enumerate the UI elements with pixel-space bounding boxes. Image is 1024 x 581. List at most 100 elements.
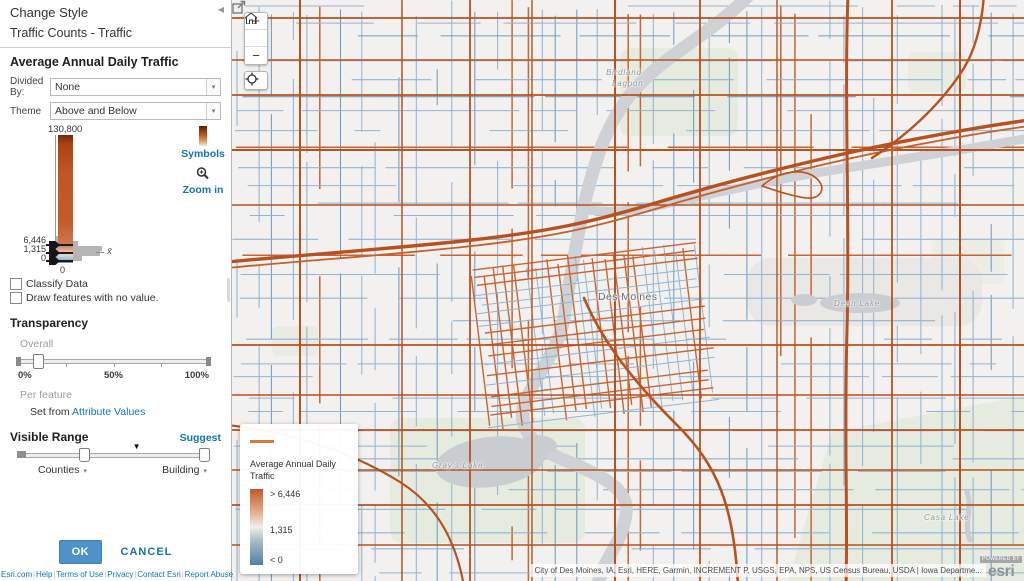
set-from-text: Set from [30, 406, 70, 418]
locate-button[interactable] [244, 71, 268, 90]
range-max-handle[interactable] [199, 448, 210, 462]
theme-row: Theme Above and Below ▾ [10, 102, 221, 120]
theme-value: Above and Below [55, 105, 137, 117]
visible-range-title: Visible Range [10, 430, 89, 444]
legend-mid-label: 1,315 [270, 525, 293, 536]
range-min-handle[interactable] [79, 448, 91, 462]
range-track[interactable] [18, 453, 209, 458]
chevron-down-icon[interactable]: ▾ [206, 103, 220, 119]
visible-range-header: Visible Range Suggest [10, 430, 221, 444]
layer-name: Traffic Counts - Traffic [10, 26, 133, 40]
legend-max-label: > 6,446 [270, 489, 301, 500]
map-zoom-controls: + − [244, 12, 268, 65]
ok-button[interactable]: OK [58, 540, 103, 564]
slider-left-cap [16, 357, 21, 366]
histogram-distribution-bar [56, 246, 102, 251]
per-feature-label: Per feature [20, 389, 72, 401]
mean-marker [96, 252, 104, 253]
histogram-distribution-bar [56, 251, 100, 256]
chevron-down-icon[interactable]: ▾ [206, 79, 220, 95]
set-from-row: Set from Attribute Values [30, 406, 221, 418]
visible-range-dropdowns: Counties ▾ Building ▾ [38, 464, 207, 476]
lower-break-value: 0 [40, 253, 46, 263]
esri-logo: POWERED BY esri [980, 556, 1022, 580]
lower-break-handle[interactable] [49, 257, 60, 265]
panel-title: Change Style [10, 5, 89, 20]
slider-tick [113, 364, 115, 367]
street-map-canvas[interactable] [232, 0, 1024, 581]
upper-break-value: 6,446 [23, 235, 46, 245]
divided-by-label: Divided By: [10, 76, 44, 98]
footer-link-help[interactable]: Help [35, 570, 53, 579]
panel-actions: OK CANCEL [0, 540, 231, 564]
tick-0: 0% [18, 370, 32, 381]
cancel-button[interactable]: CANCEL [120, 546, 173, 558]
current-scale-marker-icon: ▼ [132, 442, 141, 451]
symbols-ramp-icon[interactable] [199, 126, 207, 146]
transparency-title: Transparency [10, 316, 89, 330]
tick-50: 50% [103, 370, 124, 381]
axis-min-label: 0 [60, 265, 66, 275]
histogram-max-value: 130,800 [48, 124, 83, 135]
map-legend-card: Average Annual Daily Traffic > 6,446 1,3… [240, 424, 358, 574]
checkbox-icon[interactable] [10, 278, 22, 290]
map-viewport[interactable]: Des Moines Birdland Lagoon Dean Lake Gray's … [232, 0, 1024, 581]
histogram-widget: 130,800 6,446 1,315 0 x̄ 0 Symbols [0, 124, 231, 276]
theme-select[interactable]: Above and Below ▾ [50, 102, 221, 120]
footer-link-privacy[interactable]: Privacy [107, 570, 134, 579]
attribute-values-link[interactable]: Attribute Values [72, 406, 146, 418]
histogram-side-links: Symbols Zoom in [180, 126, 226, 196]
magnifier-icon[interactable] [195, 166, 211, 182]
upper-break-handle[interactable] [49, 241, 60, 249]
home-button[interactable] [245, 13, 267, 47]
visible-range-slider[interactable]: ▼ [17, 442, 210, 462]
overall-transparency-slider[interactable] [16, 353, 211, 369]
panel-scrollbar[interactable] [227, 278, 230, 302]
map-attribution: City of Des Moines, IA, Esri, HERE, Garm… [530, 564, 986, 577]
histogram-axis [55, 135, 56, 263]
symbols-link[interactable]: Symbols [181, 148, 225, 160]
color-ramp-bar [58, 135, 73, 263]
slider-right-cap [206, 357, 211, 366]
mid-break-handle[interactable] [49, 249, 60, 257]
legend-ramp-labels: > 6,446 1,315 < 0 [270, 489, 348, 565]
footer-link-abuse[interactable]: Report Abuse [184, 570, 234, 579]
range-max-dropdown[interactable]: Building ▾ [162, 464, 207, 476]
range-left-cap [17, 451, 26, 458]
footer-link-terms[interactable]: Terms of Use [56, 570, 104, 579]
footer-link-contact[interactable]: Contact Esri [137, 570, 181, 579]
esri-brand-text: esri [987, 563, 1015, 580]
locate-crosshair-icon [245, 72, 259, 86]
suggest-link[interactable]: Suggest [179, 432, 221, 444]
chevron-down-icon: ▾ [83, 468, 87, 475]
chevron-down-icon: ▾ [203, 468, 207, 475]
home-icon [245, 13, 257, 24]
zoom-out-button[interactable]: − [245, 47, 267, 64]
footer-link-esri[interactable]: Esri.com [1, 570, 33, 579]
divided-by-select[interactable]: None ▾ [50, 78, 221, 96]
collapse-panel-icon[interactable]: ◀ [217, 5, 224, 14]
overall-label: Overall [20, 338, 54, 350]
checkbox-icon[interactable] [10, 292, 22, 304]
legend-ramp-row: > 6,446 1,315 < 0 [250, 489, 348, 566]
no-value-checkbox[interactable]: Draw features with no value. [10, 292, 231, 304]
legend-color-ramp [250, 489, 263, 566]
no-value-label: Draw features with no value. [26, 292, 159, 304]
classify-data-checkbox[interactable]: Classify Data [10, 278, 231, 290]
slider-tick-labels: 0% 50% 100% [18, 370, 209, 381]
mid-break-value: 1,315 [23, 244, 46, 254]
theme-label: Theme [10, 105, 42, 117]
transparency-slider-handle[interactable] [33, 354, 45, 369]
tick-100: 100% [184, 370, 209, 381]
legend-line-swatch [250, 440, 274, 443]
range-min-dropdown[interactable]: Counties ▾ [38, 464, 87, 476]
mean-symbol: x̄ [107, 246, 112, 257]
open-in-new-window-icon[interactable] [232, 0, 246, 14]
legend-title: Average Annual Daily Traffic [250, 459, 336, 481]
zoom-in-link[interactable]: Zoom in [182, 184, 224, 196]
slider-tick [65, 364, 67, 367]
divided-by-row: Divided By: None ▾ [10, 76, 221, 98]
site-footer: Esri.com|Help|Terms of Use|Privacy|Conta… [1, 570, 234, 579]
attribute-title: Average Annual Daily Traffic [10, 55, 179, 69]
